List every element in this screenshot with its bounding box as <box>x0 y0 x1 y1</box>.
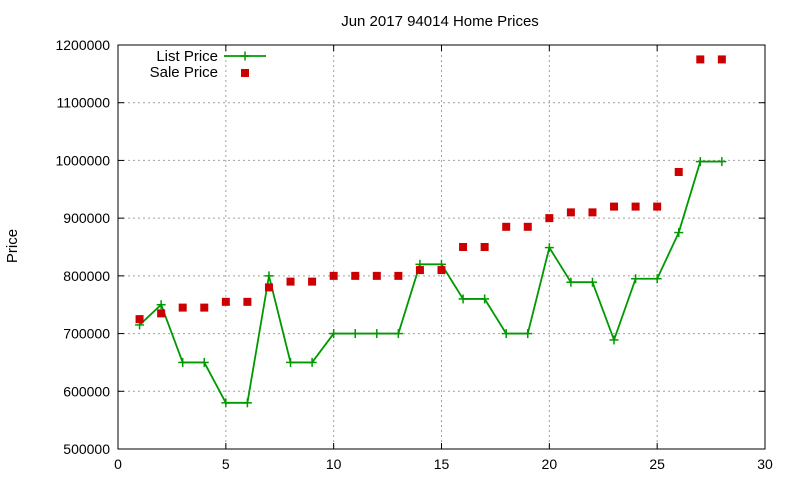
sale-price-point <box>717 55 726 64</box>
sale-price-point <box>545 214 554 223</box>
list-price-point <box>674 228 684 238</box>
sale-price-point <box>200 303 209 312</box>
sale-price-point <box>631 202 640 211</box>
sale-price-point <box>308 277 317 286</box>
sale-price-point <box>459 243 468 251</box>
y-tick-label: 700000 <box>63 326 110 342</box>
list-price-point <box>156 300 166 310</box>
list-price-point <box>587 277 597 287</box>
sale-price-point <box>243 297 252 306</box>
sale-price-point <box>329 271 338 280</box>
list-price-point <box>652 274 662 284</box>
list-price-point <box>458 294 468 304</box>
list-price-point <box>609 335 619 345</box>
list-price-point <box>631 274 641 284</box>
sale-price-point <box>696 55 705 64</box>
series-0 <box>135 157 727 408</box>
sale-price-point <box>523 222 532 231</box>
y-tick-label: 500000 <box>63 441 110 457</box>
sale-price-point <box>588 208 597 217</box>
y-tick-label: 1100000 <box>57 95 111 111</box>
list-price-point <box>544 243 554 253</box>
x-tick-label: 15 <box>434 456 450 472</box>
x-tick-label: 10 <box>326 456 342 472</box>
sale-price-point <box>502 222 511 231</box>
series-1 <box>135 55 726 324</box>
legend-marker <box>240 51 250 61</box>
list-price-point <box>695 157 705 167</box>
list-price-point <box>717 157 727 167</box>
sale-price-point <box>372 271 381 280</box>
list-price-point <box>199 357 209 367</box>
sale-price-point <box>437 266 446 275</box>
list-price-point <box>393 329 403 339</box>
y-tick-label: 1200000 <box>55 37 110 53</box>
list-price-point <box>501 329 511 339</box>
x-tick-label: 25 <box>649 456 665 472</box>
list-price-line <box>138 160 722 404</box>
sale-price-point <box>610 202 619 211</box>
legend-label: List Price <box>156 48 218 65</box>
x-tick-label: 5 <box>222 456 230 472</box>
list-price-point <box>329 329 339 339</box>
list-price-point <box>221 398 231 408</box>
legend-swatch <box>241 69 249 77</box>
sale-price-point <box>653 202 662 211</box>
chart-title: Jun 2017 94014 Home Prices <box>341 13 539 30</box>
sale-price-point <box>286 277 295 286</box>
y-tick-label: 800000 <box>63 268 110 284</box>
sale-price-point <box>178 303 187 312</box>
x-tick-label: 0 <box>114 456 122 472</box>
list-price-point <box>350 329 360 339</box>
legend-label: Sale Price <box>150 64 218 81</box>
sale-price-point <box>415 266 424 275</box>
x-tick-label: 20 <box>542 456 558 472</box>
sale-price-point <box>351 271 360 280</box>
list-price-point <box>264 271 274 281</box>
sale-price-point <box>157 309 166 318</box>
y-tick-label: 900000 <box>63 210 110 226</box>
list-price-point <box>523 329 533 339</box>
grid-lines <box>118 45 765 449</box>
y-axis-label: Price <box>4 229 21 263</box>
plot-area-border <box>117 44 766 450</box>
list-price-point <box>242 398 252 408</box>
sale-price-point <box>566 208 575 217</box>
sale-price-point <box>221 297 230 306</box>
y-tick-label: 600000 <box>63 383 110 399</box>
list-price-point <box>480 294 490 304</box>
sale-price-point <box>480 243 489 251</box>
list-price-point <box>286 357 296 367</box>
y-tick-label: 1000000 <box>55 152 110 168</box>
sale-price-point <box>264 283 273 292</box>
list-price-point <box>178 357 188 367</box>
list-price-point <box>307 357 317 367</box>
list-price-point <box>566 277 576 287</box>
sale-price-point <box>394 271 403 280</box>
sale-price-point <box>135 315 144 324</box>
sale-price-point <box>674 167 683 176</box>
x-tick-label: 30 <box>757 456 773 472</box>
series-layer <box>135 55 727 408</box>
list-price-point <box>372 329 382 339</box>
